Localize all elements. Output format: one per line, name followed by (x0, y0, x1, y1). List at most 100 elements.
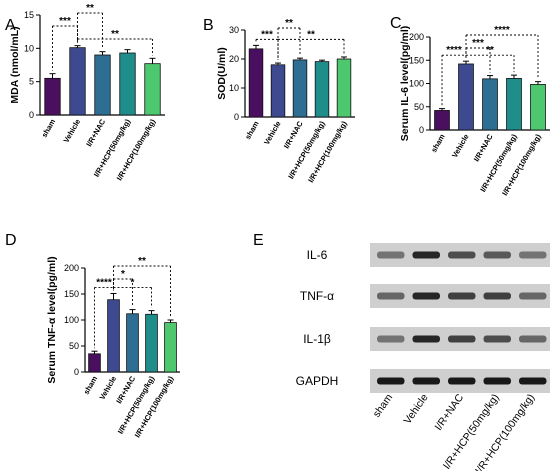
bar-3 (119, 52, 136, 116)
y-axis-label: SOD(U/ml) (216, 47, 228, 100)
blot-row-label: IL-1β (303, 332, 331, 346)
bar-2 (94, 54, 111, 116)
blot-band (483, 377, 511, 385)
significance-label: ** (111, 29, 119, 40)
bar-4 (144, 63, 161, 116)
blot-band (519, 335, 547, 343)
y-tick-label: 100 (64, 315, 79, 325)
category-label: sham (40, 117, 58, 139)
significance-label: ** (285, 18, 293, 29)
blot-band (519, 292, 547, 300)
blot-band (448, 377, 476, 385)
blot-band (483, 251, 511, 259)
panel-letter: C (390, 15, 402, 32)
blot-band (377, 335, 405, 343)
y-tick-label: 15 (24, 10, 34, 20)
significance-label: ** (138, 256, 146, 267)
bar-2 (126, 313, 139, 373)
bar-0 (434, 110, 450, 131)
category-label: Vehicle (262, 120, 283, 147)
panel-letter: A (5, 17, 16, 34)
blot-band (377, 377, 405, 385)
significance-label: * (121, 269, 125, 280)
y-tick-label: 20 (229, 54, 239, 64)
y-tick-label: 0 (74, 367, 79, 377)
y-tick-label: 150 (409, 55, 424, 65)
blot-lane-label: sham (371, 392, 396, 420)
y-axis-label: Serum IL-6 level(pg/ml) (399, 26, 411, 142)
bar-0 (88, 353, 101, 373)
blot-band (519, 251, 547, 259)
bar-1 (69, 47, 86, 116)
y-tick-label: 200 (409, 32, 424, 42)
significance-label: *** (261, 29, 273, 40)
bar-2 (292, 59, 308, 118)
category-label: sham (82, 374, 100, 396)
chart-panel-d: D 0 50 100 150 200 Serum TNF-α level(pg/ml) sha… (5, 232, 180, 439)
blot-band (483, 335, 511, 343)
significance-label: **** (446, 45, 462, 56)
bar-3 (506, 77, 522, 131)
y-tick-label: 50 (414, 102, 424, 112)
bar-3 (314, 61, 330, 118)
blot-band (448, 292, 476, 300)
blot-band (412, 292, 440, 300)
significance-label: **** (96, 277, 112, 288)
blot-band (412, 377, 440, 385)
bar-0 (44, 77, 61, 116)
category-label: Vehicle (450, 133, 471, 160)
y-tick-label: 150 (64, 289, 79, 299)
significance-label: * (131, 277, 135, 288)
significance-label: *** (59, 16, 71, 27)
bar-1 (458, 63, 474, 131)
category-label: sham (243, 119, 261, 141)
y-tick-label: 30 (229, 25, 239, 35)
blot-band (519, 377, 547, 385)
panel-letter: D (5, 232, 17, 249)
y-tick-label: 0 (419, 125, 424, 135)
bar-2 (482, 78, 498, 131)
bar-3 (145, 313, 158, 373)
y-tick-label: 100 (409, 79, 424, 89)
y-tick-label: 5 (29, 77, 34, 87)
blot-band (483, 292, 511, 300)
blot-band (377, 251, 405, 259)
significance-label: **** (494, 25, 510, 36)
category-label: I/R+NAC (282, 119, 305, 150)
bar-4 (336, 58, 352, 118)
y-tick-label: 0 (234, 112, 239, 122)
category-label: I/R+NAC (472, 132, 495, 163)
blot-band (448, 251, 476, 259)
category-label: I/R+NAC (84, 117, 107, 148)
y-tick-label: 200 (64, 263, 79, 273)
significance-label: ** (86, 3, 94, 14)
y-tick-label: 10 (24, 43, 34, 53)
bar-4 (530, 84, 546, 131)
blot-lane-label: I/R+NAC (432, 391, 466, 432)
bar-4 (164, 322, 177, 373)
y-tick-label: 10 (229, 83, 239, 93)
significance-label: ** (307, 29, 315, 40)
y-tick-label: 50 (69, 341, 79, 351)
blot-lane-label: Vehicle (401, 392, 430, 427)
bar-0 (248, 48, 264, 118)
blot-row-label: GAPDH (296, 374, 339, 388)
blot-band (448, 335, 476, 343)
category-label: Vehicle (62, 118, 83, 145)
blot-row-label: TNF-α (300, 289, 334, 303)
category-label: sham (429, 132, 447, 154)
blot-band (412, 251, 440, 259)
y-tick-label: 0 (29, 110, 34, 120)
blot-row-label: IL-6 (307, 248, 328, 262)
bar-1 (270, 64, 286, 118)
blot-band (412, 335, 440, 343)
significance-label: ** (486, 45, 494, 56)
panel-letter: E (253, 232, 264, 249)
significance-label: *** (472, 38, 484, 49)
y-axis-label: Serum TNF-α level(pg/ml) (46, 256, 58, 383)
